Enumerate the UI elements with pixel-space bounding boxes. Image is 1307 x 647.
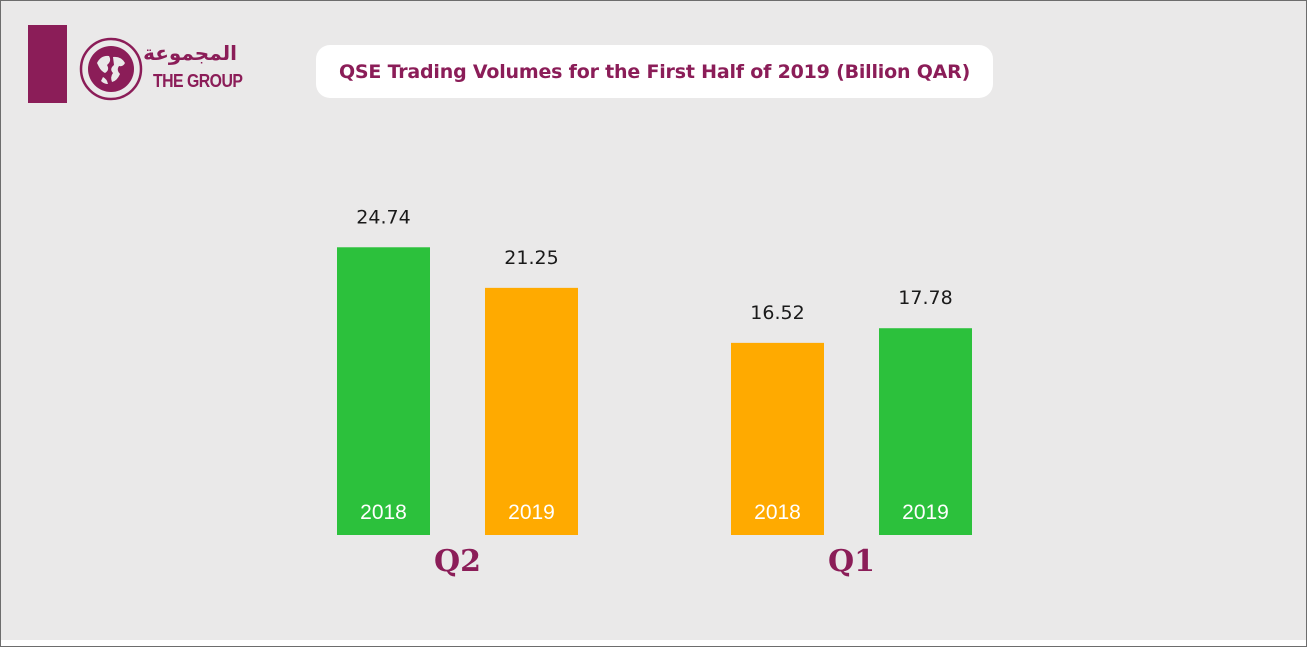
value-label: 21.25 xyxy=(504,247,558,269)
group-label-q2: Q2 xyxy=(434,544,481,579)
bar-q2-2018 xyxy=(337,247,430,535)
category-label: 2019 xyxy=(902,501,949,524)
title-box: QSE Trading Volumes for the First Half o… xyxy=(316,45,993,98)
value-label: 24.74 xyxy=(356,206,410,228)
bar-q2-2019 xyxy=(485,287,578,535)
value-label: 17.78 xyxy=(898,287,952,309)
chart-title: QSE Trading Volumes for the First Half o… xyxy=(338,60,971,83)
brand-bar xyxy=(28,25,67,103)
group-label-q1: Q1 xyxy=(828,544,875,579)
value-label: 16.52 xyxy=(750,302,804,324)
category-label: 2019 xyxy=(508,501,555,524)
bottom-strip xyxy=(1,640,1306,646)
bar-q1-2019 xyxy=(879,328,972,535)
category-label: 2018 xyxy=(754,501,801,524)
bar-q1-2018 xyxy=(731,342,824,535)
brand-name-arabic: المجموعة xyxy=(143,41,237,65)
brand-name-english: THE GROUP xyxy=(153,71,243,91)
category-label: 2018 xyxy=(360,501,407,524)
globe-icon xyxy=(79,37,143,101)
